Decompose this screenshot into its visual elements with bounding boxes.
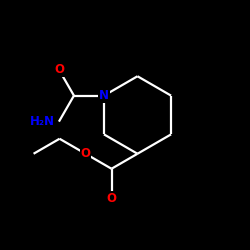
Text: H₂N: H₂N [30, 115, 55, 128]
Text: O: O [80, 147, 90, 160]
Text: O: O [54, 63, 64, 76]
Text: O: O [106, 192, 117, 205]
Text: N: N [99, 89, 109, 102]
